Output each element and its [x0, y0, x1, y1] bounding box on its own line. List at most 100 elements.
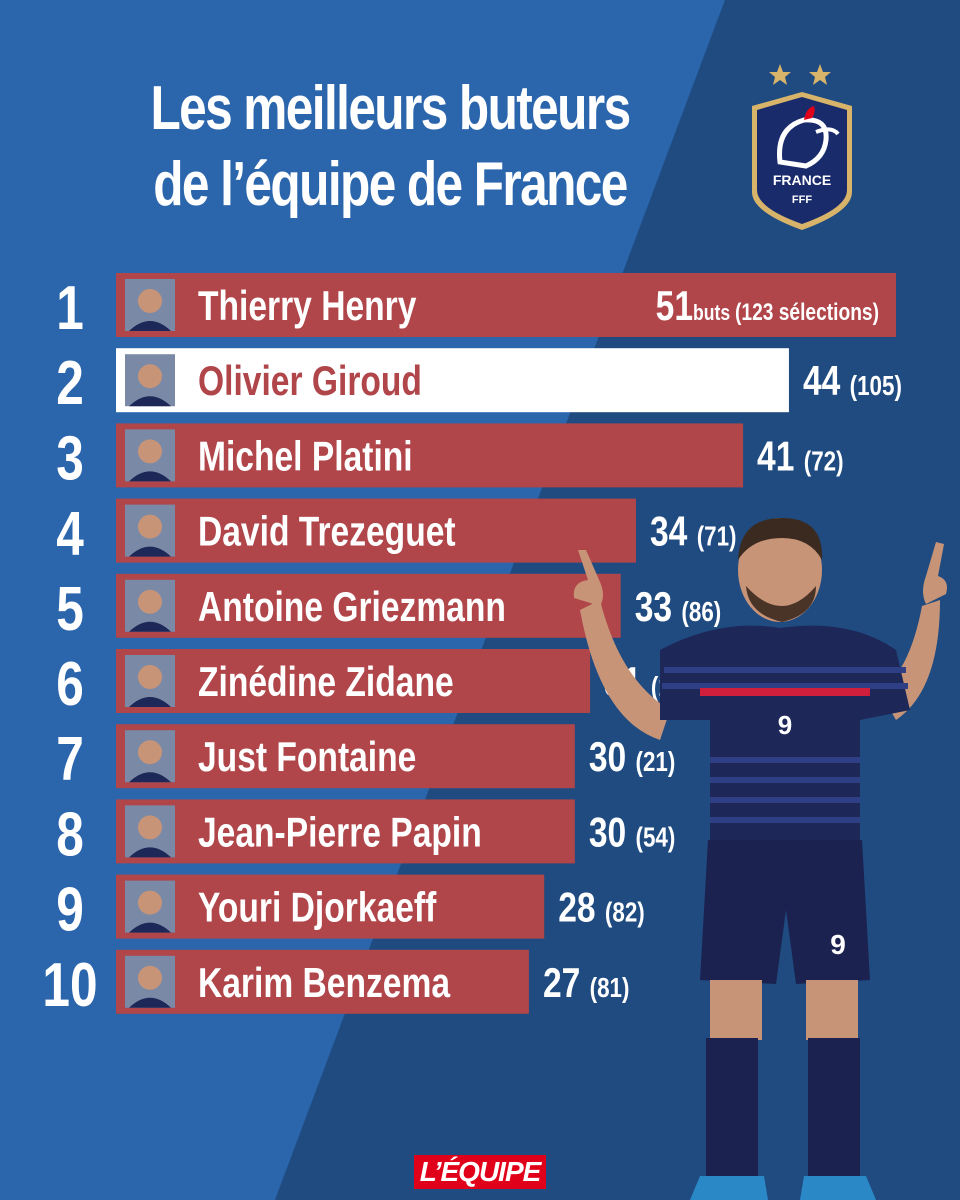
chart-row: 5 Antoine Griezmann 33 (86) [56, 573, 721, 643]
lequipe-logo: L’ÉQUIPE [414, 1155, 546, 1189]
goals-value: 34 [650, 509, 697, 555]
goals-value: 51 [656, 284, 693, 330]
player-first-name: Just [198, 735, 276, 781]
portrait-face [138, 364, 162, 389]
chart-row: 7 Just Fontaine 30 (21) [56, 724, 675, 794]
rank-label: 10 [42, 949, 97, 1019]
goal-value-label: 34 (71) [650, 509, 737, 555]
player-right-boot [800, 1176, 876, 1200]
caps-value: (82) [605, 897, 645, 928]
player-last-name: Papin [390, 810, 481, 856]
chart-row: 8 Jean-Pierre Papin 30 (54) [56, 799, 675, 869]
shorts-number: 9 [830, 929, 846, 960]
portrait-shirt [129, 546, 171, 557]
bar [116, 799, 575, 864]
player-left-sock [706, 1038, 758, 1178]
caps-value: (54) [636, 822, 676, 853]
caps-value: (86) [681, 597, 721, 628]
bar [116, 273, 896, 337]
goals-value: 28 [558, 885, 605, 931]
player-name: Antoine Griezmann [198, 584, 506, 630]
chart-row: 1 Thierry Henry 51buts (123 sélections) [56, 273, 896, 343]
portrait-shirt [129, 471, 171, 482]
bar [116, 649, 591, 713]
rank-label: 6 [56, 649, 84, 719]
portrait-shirt [129, 922, 171, 933]
player-first-name: David [198, 509, 299, 555]
player-last-name: Giroud [312, 359, 422, 405]
goal-value-label: 28 (82) [558, 885, 645, 931]
player-name: Michel Platini [198, 434, 413, 480]
caps-value: (123 sélections) [735, 298, 879, 326]
chart-row: 2 Olivier Giroud 44 (105) [56, 348, 902, 418]
player-name: David Trezeguet [198, 509, 456, 555]
portrait-shirt [129, 847, 171, 858]
player-name: Just Fontaine [198, 735, 416, 781]
goal-value-label: 30 (21) [589, 735, 676, 781]
portrait-face [138, 289, 162, 313]
rank-label: 2 [56, 348, 84, 418]
player-last-name: Zidane [345, 660, 453, 706]
rank-label: 7 [56, 724, 84, 794]
player-left-arm [580, 600, 670, 740]
player-left-hand [573, 550, 603, 606]
portrait-face [138, 890, 162, 915]
player-shirt [660, 625, 910, 840]
player-left-boot [690, 1176, 768, 1200]
chart-title-line-1: Les meilleurs buteurs [150, 74, 631, 143]
player-left-thigh [710, 980, 762, 1040]
star-icon [769, 64, 791, 85]
player-last-name: Trezeguet [299, 509, 456, 555]
goal-value-label: 51buts (123 sélections) [656, 284, 879, 330]
rank-label: 3 [56, 423, 84, 493]
portrait-face [138, 815, 162, 840]
player-name: Karim Benzema [198, 960, 451, 1006]
player-first-name: Karim [198, 960, 303, 1006]
goal-value-label: 30 (54) [589, 810, 676, 856]
portrait-face [138, 514, 162, 539]
goal-value-label: 41 (72) [757, 434, 844, 480]
goals-value: 27 [543, 960, 590, 1006]
caps-value: (72) [804, 446, 844, 477]
portrait-shirt [129, 621, 171, 632]
player-last-name: Platini [312, 434, 413, 480]
portrait-shirt [129, 772, 171, 783]
goal-value-label: 27 (81) [543, 960, 630, 1006]
rank-label: 4 [56, 498, 84, 568]
player-last-name: Henry [321, 284, 416, 330]
portrait-face [138, 439, 162, 464]
player-first-name: Zinédine [198, 660, 345, 706]
player-head [738, 518, 822, 622]
caps-value: (81) [590, 973, 630, 1004]
chart-row: 9 Youri Djorkaeff 28 (82) [56, 874, 645, 944]
chart-title-line-2: de l’équipe de France [153, 150, 628, 219]
player-first-name: Antoine [198, 584, 332, 630]
bar [116, 348, 789, 413]
player-name: Thierry Henry [198, 284, 416, 330]
portrait-face [138, 665, 162, 689]
rank-label: 1 [56, 273, 84, 343]
goals-unit: buts [693, 301, 735, 325]
chart-row: 4 David Trezeguet 34 (71) [56, 498, 736, 568]
shirt-number: 9 [778, 710, 792, 740]
star-icon [809, 64, 831, 85]
goal-value-label: 44 (105) [803, 359, 902, 405]
goals-value: 33 [635, 584, 682, 630]
player-shorts [700, 840, 870, 984]
player-hair [738, 518, 823, 560]
player-name: Zinédine Zidane [198, 660, 454, 706]
shirt-red-band [700, 688, 870, 696]
crest-country: FRANCE [773, 172, 831, 188]
player-last-name: Djorkaeff [291, 885, 437, 931]
player-right-thigh [806, 980, 858, 1040]
portrait-face [138, 589, 162, 614]
player-last-name: Fontaine [276, 735, 416, 781]
goals-value: 41 [757, 434, 804, 480]
player-right-sock [808, 1038, 860, 1178]
rooster-icon [777, 106, 840, 169]
goal-value-label: 33 (86) [635, 584, 722, 630]
bar [116, 498, 636, 563]
chart-row: 3 Michel Platini 41 (72) [56, 423, 843, 493]
goals-value: 30 [589, 810, 636, 856]
